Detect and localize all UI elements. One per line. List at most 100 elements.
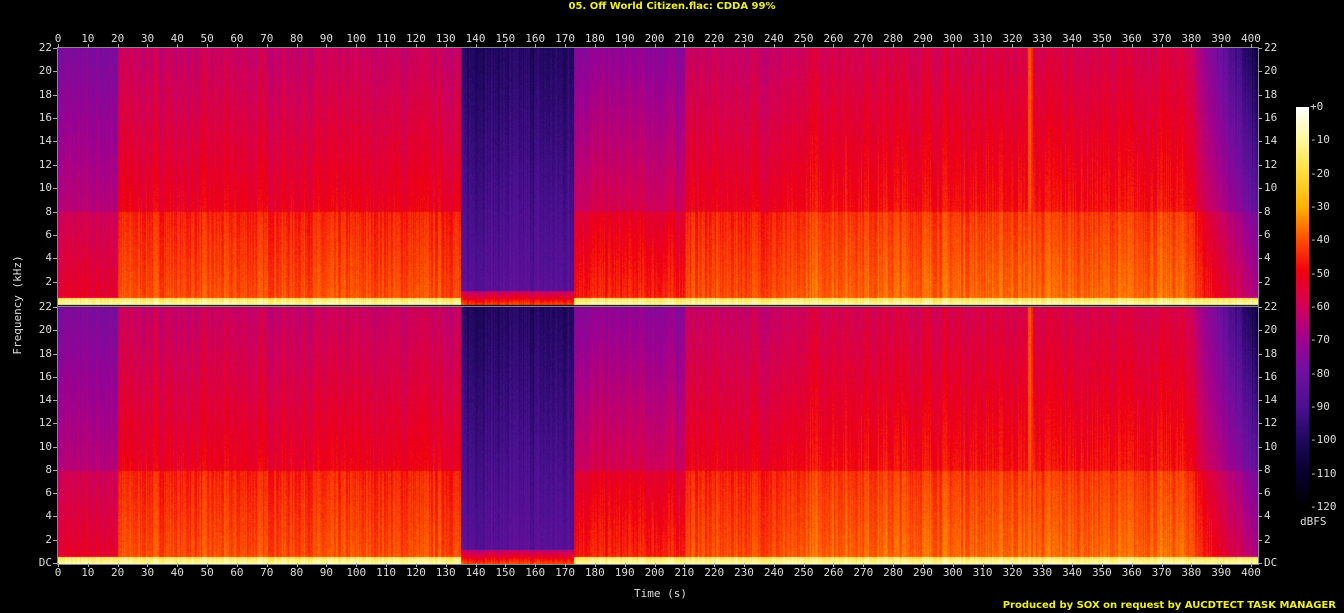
- x-tick-mark: [1101, 563, 1103, 567]
- x-tick-mark: [1221, 44, 1223, 48]
- x-tick-mark: [415, 563, 417, 567]
- x-tick-label-bottom: 60: [230, 566, 244, 579]
- x-tick-label-top: 200: [644, 32, 665, 45]
- y-tick-mark: [1258, 118, 1262, 120]
- x-tick-mark: [386, 563, 388, 567]
- y-tick-label-left: 8: [45, 462, 52, 476]
- y-tick-mark: [53, 539, 57, 541]
- y-tick-mark: [1258, 281, 1262, 283]
- x-tick-mark: [266, 563, 268, 567]
- x-tick-mark: [356, 563, 358, 567]
- x-tick-mark: [87, 44, 89, 48]
- x-tick-mark: [1072, 563, 1074, 567]
- x-tick-mark: [296, 44, 298, 48]
- y-tick-label-left: 2: [45, 532, 52, 546]
- y-tick-label-right: 6: [1264, 486, 1271, 500]
- y-axis-label: Frequency (kHz): [11, 255, 24, 355]
- x-tick-mark: [1251, 44, 1252, 48]
- x-tick-mark: [356, 44, 358, 48]
- y-tick-mark: [53, 330, 57, 332]
- x-tick-label-top: 180: [584, 32, 605, 45]
- x-tick-mark: [236, 563, 238, 567]
- credit-text: Produced by SOX on request by AUCDTECT T…: [1002, 600, 1336, 611]
- x-tick-mark: [1161, 563, 1163, 567]
- x-tick-label-bottom: 300: [942, 566, 963, 579]
- x-tick-label-top: 20: [111, 32, 125, 45]
- x-tick-mark: [326, 44, 328, 48]
- x-tick-label-bottom: 160: [525, 566, 546, 579]
- y-tick-mark: [53, 118, 57, 120]
- x-tick-label-top: 100: [346, 32, 367, 45]
- x-tick-mark: [594, 563, 596, 567]
- x-tick-label-bottom: 350: [1091, 566, 1112, 579]
- y-tick-mark: [53, 516, 57, 518]
- x-tick-mark: [893, 563, 895, 567]
- y-tick-label-left: 16: [38, 369, 52, 383]
- x-tick-mark: [714, 44, 716, 48]
- x-tick-label-bottom: 190: [614, 566, 635, 579]
- x-tick-label-bottom: 130: [435, 566, 456, 579]
- y-tick-mark: [1258, 258, 1262, 260]
- x-tick-label-top: 310: [972, 32, 993, 45]
- x-tick-mark: [982, 563, 984, 567]
- x-tick-label-top: 360: [1121, 32, 1142, 45]
- y-tick-label-left: 6: [45, 227, 52, 241]
- y-tick-mark: [53, 493, 57, 495]
- x-tick-mark: [58, 563, 59, 567]
- x-tick-label-top: 220: [704, 32, 725, 45]
- y-tick-mark: [53, 423, 57, 425]
- x-tick-mark: [714, 563, 716, 567]
- x-tick-mark: [415, 44, 417, 48]
- x-tick-label-top: 340: [1062, 32, 1082, 45]
- x-tick-label-top: 250: [793, 32, 814, 45]
- y-tick-mark: [53, 164, 57, 166]
- colorbar-tick-label: -80: [1310, 366, 1330, 380]
- x-tick-mark: [982, 44, 984, 48]
- y-tick-mark: [53, 469, 57, 471]
- x-tick-label-bottom: 10: [81, 566, 95, 579]
- x-tick-label-bottom: 180: [584, 566, 605, 579]
- x-tick-label-bottom: 400: [1241, 566, 1261, 579]
- y-tick-label-left: 4: [45, 251, 52, 265]
- y-tick-mark: [1258, 48, 1262, 49]
- x-tick-label-top: 150: [495, 32, 516, 45]
- x-tick-mark: [863, 44, 865, 48]
- x-tick-label-top: 160: [525, 32, 546, 45]
- colorbar-tick-label: -110: [1310, 466, 1337, 480]
- y-tick-mark: [53, 563, 57, 564]
- y-tick-label-right: 12: [1264, 416, 1278, 430]
- x-tick-mark: [207, 563, 209, 567]
- y-tick-label-left: DC: [38, 556, 52, 569]
- x-tick-label-bottom: 210: [674, 566, 695, 579]
- y-tick-label-right: 4: [1264, 509, 1271, 523]
- y-tick-mark: [1258, 423, 1262, 425]
- x-tick-mark: [117, 44, 119, 48]
- colorbar-tick-label: -90: [1310, 400, 1330, 413]
- y-tick-label-right: 16: [1264, 369, 1278, 383]
- x-tick-mark: [952, 44, 954, 48]
- x-tick-label-bottom: 380: [1181, 566, 1202, 579]
- x-tick-mark: [326, 563, 328, 567]
- x-tick-mark: [147, 563, 149, 567]
- x-tick-label-top: 390: [1211, 32, 1232, 45]
- x-tick-mark: [386, 44, 388, 48]
- x-tick-label-bottom: 30: [140, 566, 155, 579]
- x-tick-label-top: 0: [54, 32, 62, 45]
- x-tick-mark: [1131, 44, 1133, 48]
- x-tick-label-bottom: 70: [260, 566, 274, 579]
- x-tick-label-top: 300: [942, 32, 963, 45]
- x-tick-mark: [1191, 44, 1193, 48]
- x-tick-mark: [893, 44, 895, 48]
- x-tick-label-bottom: 140: [465, 566, 486, 579]
- x-tick-mark: [1191, 563, 1193, 567]
- x-axis-label: Time (s): [634, 587, 687, 600]
- x-tick-label-top: 240: [763, 32, 784, 45]
- x-tick-label-bottom: 110: [376, 566, 396, 579]
- y-tick-label-right: 2: [1264, 274, 1271, 288]
- x-tick-label-bottom: 340: [1062, 566, 1082, 579]
- y-tick-label-right: 6: [1264, 227, 1271, 241]
- y-tick-mark: [53, 307, 57, 308]
- y-tick-mark: [1258, 446, 1262, 448]
- y-tick-label-right: 8: [1264, 462, 1271, 476]
- x-tick-label-top: 280: [883, 32, 904, 45]
